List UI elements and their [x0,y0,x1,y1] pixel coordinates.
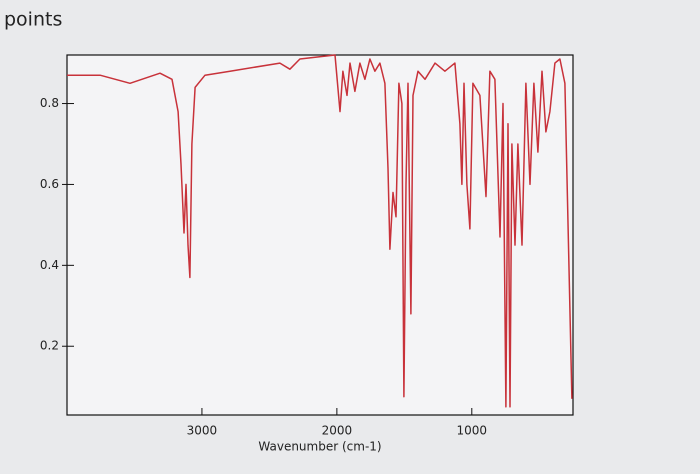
plot-frame [66,54,574,416]
y-tick-label: 0.4 [40,258,59,272]
x-axis-label: Wavenumber (cm-1) [258,440,381,454]
x-tick-label: 2000 [322,424,353,438]
x-tick-label: 3000 [187,424,218,438]
y-tick-label: 0.8 [40,96,59,110]
y-tick-label: 0.6 [40,177,59,191]
header-text: points [4,9,62,31]
x-tick-label: 1000 [457,424,488,438]
y-tick-label: 0.2 [40,339,59,353]
spectrum-line [67,54,573,408]
